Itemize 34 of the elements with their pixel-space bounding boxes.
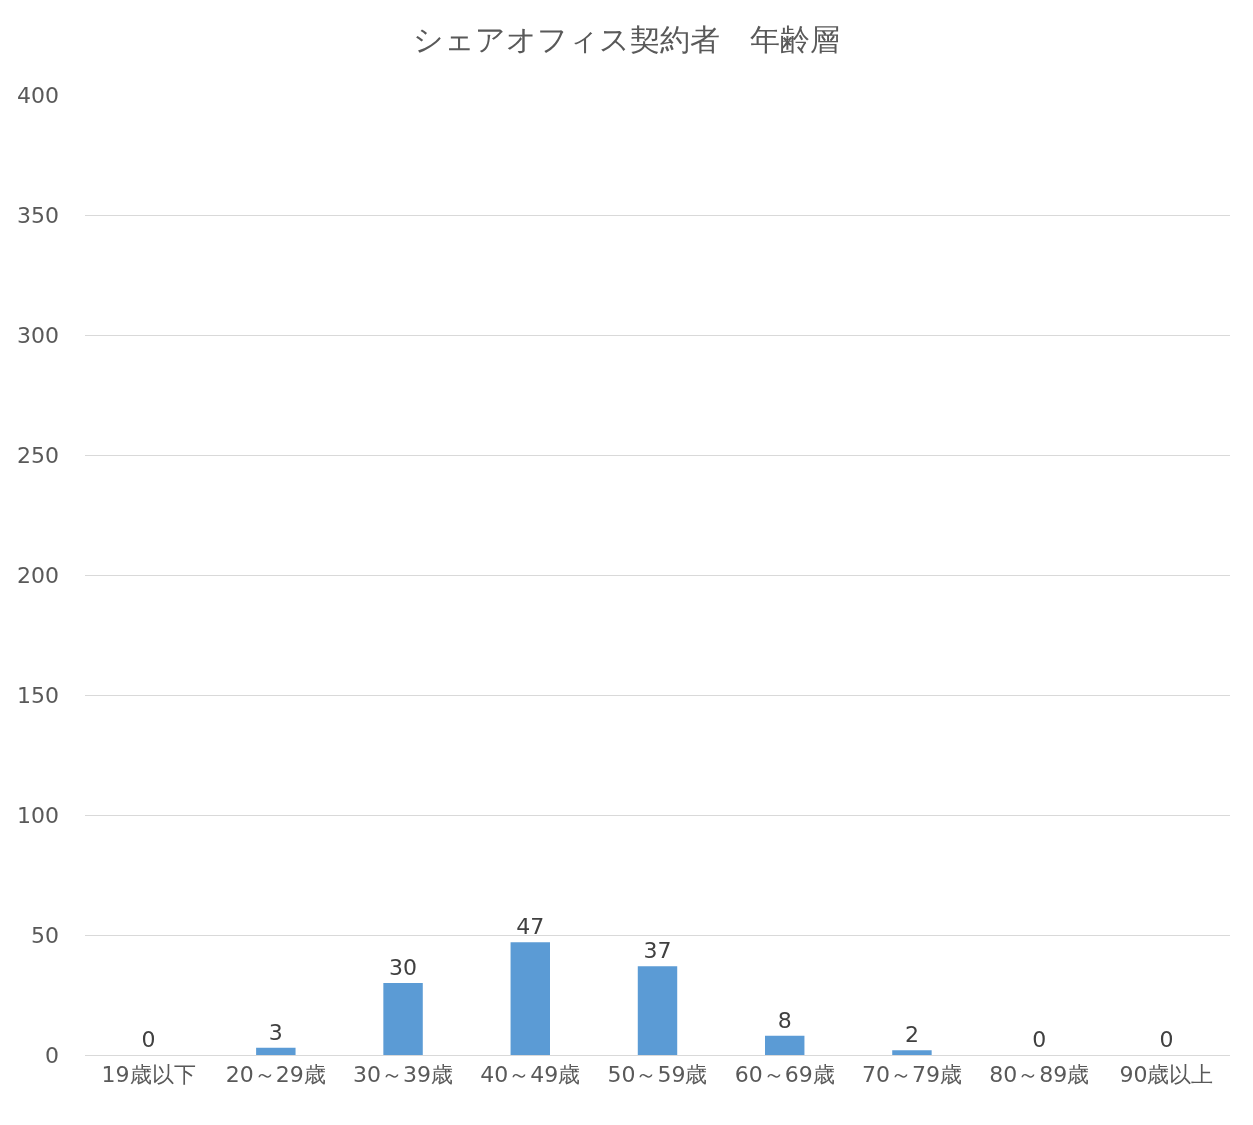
data-label: 37 [643, 938, 672, 964]
data-label: 0 [1032, 1027, 1047, 1052]
y-tick-label: 350 [17, 202, 59, 228]
y-tick-label: 200 [17, 562, 59, 588]
y-tick-label: 300 [17, 322, 59, 348]
data-label: 47 [516, 914, 545, 940]
chart-title: シェアオフィス契約者 年齢層 [413, 21, 840, 57]
x-tick-label: 70～79歳 [861, 1062, 962, 1088]
x-tick-label: 80～89歳 [989, 1062, 1090, 1088]
data-label: 3 [268, 1019, 283, 1045]
data-label: 2 [904, 1022, 919, 1048]
y-tick-label: 50 [31, 922, 59, 948]
y-tick-label: 100 [17, 802, 59, 828]
data-label: 0 [141, 1027, 156, 1052]
bar [383, 983, 423, 1055]
data-label: 0 [1159, 1027, 1174, 1052]
data-label: 8 [777, 1007, 792, 1033]
y-tick-label: 0 [45, 1042, 59, 1068]
x-tick-label: 19歳以下 [101, 1062, 196, 1088]
data-label: 30 [389, 955, 418, 980]
x-tick-label: 60～69歳 [734, 1062, 835, 1088]
bar [765, 1035, 805, 1055]
bar [892, 1050, 932, 1055]
y-tick-label: 150 [17, 682, 59, 708]
bar [256, 1047, 296, 1055]
x-tick-label: 40～49歳 [480, 1062, 581, 1088]
x-tick-label: 30～39歳 [353, 1062, 454, 1088]
bar [637, 966, 678, 1055]
y-tick-label: 400 [17, 82, 59, 108]
x-tick-label: 90歳以上 [1119, 1062, 1214, 1088]
bar [510, 942, 550, 1055]
y-tick-label: 250 [17, 442, 59, 468]
x-tick-label: 50～59歳 [607, 1062, 708, 1088]
x-tick-label: 20～29歳 [225, 1062, 326, 1088]
